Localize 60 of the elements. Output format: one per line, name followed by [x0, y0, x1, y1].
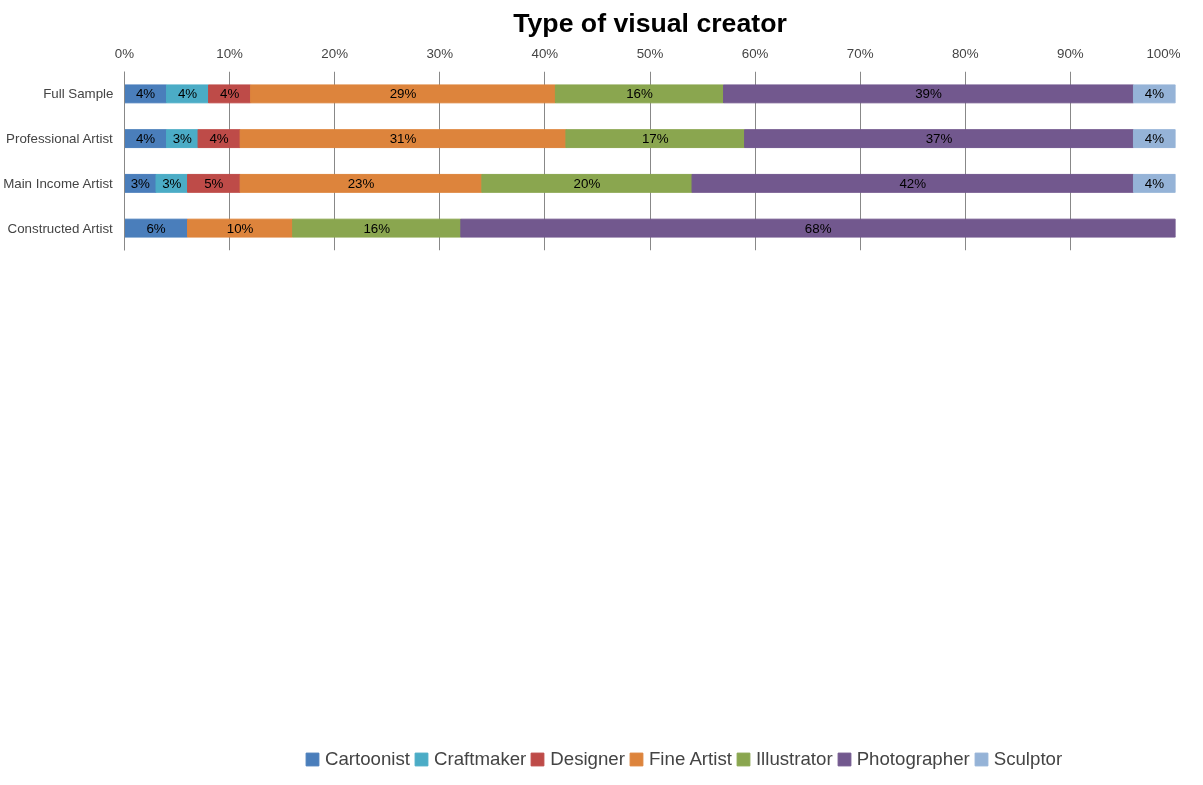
data-label: 4% — [1144, 86, 1165, 102]
data-label: 16% — [626, 86, 653, 102]
data-label: 6% — [146, 220, 166, 236]
data-label: 17% — [641, 131, 669, 147]
data-label: 4% — [135, 131, 156, 147]
x-tick-label: 60% — [741, 45, 769, 61]
y-tick-label: Main Income Artist — [3, 175, 114, 191]
data-label: 5% — [204, 175, 224, 191]
bar — [239, 129, 567, 149]
data-label: 29% — [389, 86, 417, 102]
bar — [250, 84, 556, 104]
x-tick-label: 70% — [846, 45, 874, 61]
y-tick-label: Constructed Artist — [7, 220, 114, 236]
data-label: 42% — [899, 175, 927, 191]
x-tick-label: 90% — [1057, 45, 1084, 61]
bar — [187, 218, 294, 238]
data-label: 20% — [573, 175, 601, 191]
bar — [481, 173, 693, 193]
data-label: 4% — [209, 131, 229, 147]
data-label: 4% — [1144, 175, 1165, 191]
x-tick-label: 80% — [951, 45, 979, 61]
bar — [292, 218, 462, 238]
data-label: 4% — [1144, 131, 1165, 147]
bar — [554, 84, 725, 104]
legend-label: Photographer — [856, 748, 970, 770]
legend-label: Illustrator — [755, 748, 833, 770]
y-tick-label: Professional Artist — [6, 131, 114, 147]
data-label: 37% — [925, 131, 953, 147]
x-tick-label: 20% — [321, 45, 349, 61]
legend-label: Fine Artist — [648, 748, 732, 770]
legend-label: Craftmaker — [434, 748, 527, 770]
data-label: 68% — [804, 220, 832, 236]
x-tick-label: 30% — [426, 45, 454, 61]
bar — [565, 129, 746, 149]
data-label: 3% — [130, 175, 151, 191]
x-tick-label: 40% — [531, 45, 559, 61]
chart-title: Type of visual creator — [513, 7, 787, 38]
bar — [744, 129, 1134, 149]
data-label: 4% — [219, 86, 240, 102]
data-label: 4% — [135, 86, 156, 102]
y-tick-label: Full Sample — [43, 86, 114, 102]
data-label: 31% — [389, 131, 417, 147]
x-tick-label: 10% — [216, 45, 244, 61]
x-tick-label: 50% — [636, 45, 664, 61]
legend-label: Cartoonist — [325, 748, 411, 770]
bar — [691, 173, 1134, 193]
data-label: 39% — [915, 86, 942, 102]
data-label: 4% — [177, 86, 198, 102]
data-label: 3% — [162, 175, 182, 191]
bar — [723, 84, 1134, 104]
data-label: 10% — [226, 220, 254, 236]
legend-label: Sculptor — [993, 748, 1063, 770]
x-tick-label: 100% — [1146, 45, 1181, 61]
bar — [239, 173, 483, 193]
legend-label: Designer — [550, 748, 625, 770]
x-tick-label: 0% — [114, 45, 135, 61]
data-label: 3% — [172, 131, 193, 147]
data-label: 23% — [347, 175, 375, 191]
bar — [460, 218, 1176, 238]
data-label: 16% — [363, 220, 391, 236]
